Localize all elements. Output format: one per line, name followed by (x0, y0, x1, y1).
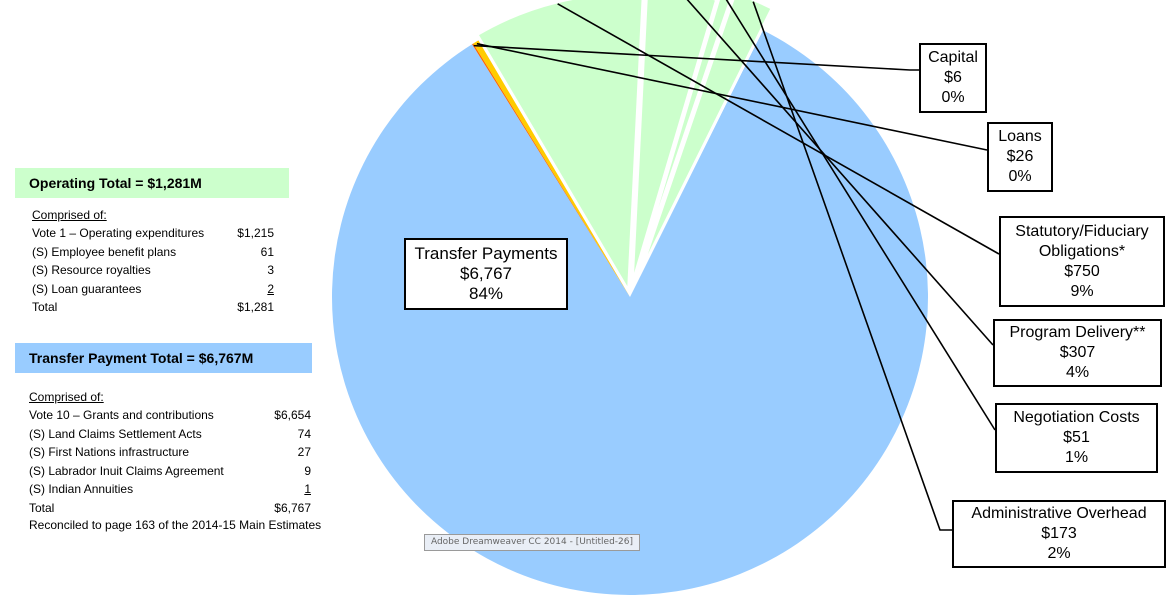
row-amount: $1,215 (237, 226, 274, 240)
row-amount: 2 (267, 280, 274, 299)
pie-slice-negotiation-costs (634, 0, 733, 281)
row-label: (S) Loan guarantees (32, 281, 142, 296)
pie-slice-transfer-payments (332, 30, 928, 595)
row-label: Total (32, 300, 58, 314)
callout-administrative-overhead: Administrative Overhead $173 2% (952, 500, 1166, 568)
callout-percent: 84% (468, 284, 504, 303)
row-label: (S) Employee benefit plans (32, 244, 177, 259)
callout-value: $26 (1006, 148, 1034, 165)
row-amount: 61 (260, 244, 274, 259)
callout-percent: 0% (941, 89, 965, 106)
callout-percent: 2% (1047, 545, 1071, 562)
app-title-watermark: Adobe Dreamweaver CC 2014 - [Untitled-26… (424, 534, 640, 551)
pie-slice-loans (473, 40, 630, 297)
callout-value: $51 (1063, 429, 1090, 446)
callout-loans: Loans $26 0% (987, 122, 1053, 192)
leader-line (752, 1, 952, 531)
pie-slice-administrative-overhead (637, 0, 775, 276)
callout-negotiation-costs: Negotiation Costs $51 1% (995, 403, 1158, 473)
row-label: (S) Labrador Inuit Claims Agreement (29, 463, 224, 478)
row-amount-text: 1 (304, 482, 311, 496)
callout-name: Statutory/Fiduciary (1015, 222, 1149, 240)
transfer-breakdown: Comprised of: Vote 10 – Grants and contr… (29, 388, 319, 517)
transfer-comprised-label: Comprised of: (29, 390, 104, 404)
operating-total-row: Total $1,281 (32, 298, 282, 317)
pie-slice-capital (472, 43, 630, 298)
leader-line (686, 0, 994, 346)
leader-line (473, 44, 919, 71)
callout-value: $6,767 (460, 264, 512, 283)
transfer-total-header: Transfer Payment Total = $6,767M (15, 343, 312, 373)
pie-slices (332, 0, 928, 595)
transfer-row: (S) Land Claims Settlement Acts 74 (29, 425, 319, 444)
reconciled-note: Reconciled to page 163 of the 2014-15 Ma… (29, 518, 322, 532)
row-label: (S) Resource royalties (32, 263, 151, 277)
callout-value: $6 (944, 69, 962, 86)
callout-name: Program Delivery** (1009, 324, 1146, 341)
row-label: Total (29, 500, 55, 515)
row-label: (S) Indian Annuities (29, 482, 134, 496)
transfer-row: Vote 10 – Grants and contributions $6,65… (29, 406, 319, 425)
row-amount: $6,767 (274, 500, 311, 515)
callout-percent: 1% (1064, 449, 1089, 466)
row-label: (S) First Nations infrastructure (29, 445, 190, 459)
leader-lines (473, 0, 1000, 531)
row-amount: 3 (267, 263, 274, 277)
transfer-row: (S) First Nations infrastructure 27 (29, 443, 319, 462)
row-label: Vote 1 – Operating expenditures (32, 226, 205, 240)
operating-row: (S) Loan guarantees 2 (32, 280, 282, 299)
pie-slice-statutory-fiduciary-obligations (474, 0, 645, 297)
row-amount: $6,654 (274, 408, 311, 422)
pie-slice-program-delivery (630, 0, 719, 286)
row-amount: 9 (304, 463, 311, 478)
callout-statutory-fiduciary-obligations: Statutory/Fiduciary Obligations* $750 9% (999, 216, 1165, 307)
transfer-row: (S) Labrador Inuit Claims Agreement 9 (29, 462, 319, 481)
operating-row: (S) Resource royalties 3 (32, 261, 282, 280)
transfer-total-row: Total $6,767 (29, 499, 319, 518)
row-label: (S) Land Claims Settlement Acts (29, 426, 202, 441)
row-amount: 1 (304, 480, 311, 499)
operating-row: (S) Employee benefit plans 61 (32, 243, 282, 262)
callout-name: Negotiation Costs (1013, 409, 1140, 426)
callout-name: Capital (928, 49, 978, 66)
row-amount: $1,281 (237, 300, 274, 314)
callout-value: $173 (1041, 525, 1077, 542)
callout-name: Obligations* (1038, 242, 1126, 260)
row-amount: 74 (297, 426, 311, 441)
callout-percent: 0% (1008, 168, 1032, 185)
transfer-row: (S) Indian Annuities 1 (29, 480, 319, 499)
callout-percent: 9% (1070, 282, 1094, 300)
operating-comprised-label: Comprised of: (32, 208, 107, 222)
callout-name: Loans (998, 128, 1042, 145)
operating-total-header: Operating Total = $1,281M (15, 168, 289, 198)
row-label: Vote 10 – Grants and contributions (29, 408, 214, 422)
callout-value: $307 (1059, 344, 1096, 361)
leader-line (725, 0, 996, 431)
operating-row: Vote 1 – Operating expenditures $1,215 (32, 224, 282, 243)
callout-program-delivery: Program Delivery** $307 4% (993, 319, 1162, 387)
leader-line (557, 3, 1000, 255)
callout-name: Administrative Overhead (971, 505, 1147, 522)
row-amount: 27 (297, 445, 311, 459)
leader-line (476, 42, 988, 151)
callout-capital: Capital $6 0% (919, 43, 987, 113)
callout-value: $750 (1064, 262, 1100, 280)
callout-percent: 4% (1065, 364, 1090, 381)
row-amount-text: 2 (267, 281, 274, 296)
operating-breakdown: Comprised of: Vote 1 – Operating expendi… (32, 206, 282, 317)
callout-name: Transfer Payments (414, 244, 558, 263)
callout-transfer-payments: Transfer Payments $6,767 84% (404, 238, 568, 310)
